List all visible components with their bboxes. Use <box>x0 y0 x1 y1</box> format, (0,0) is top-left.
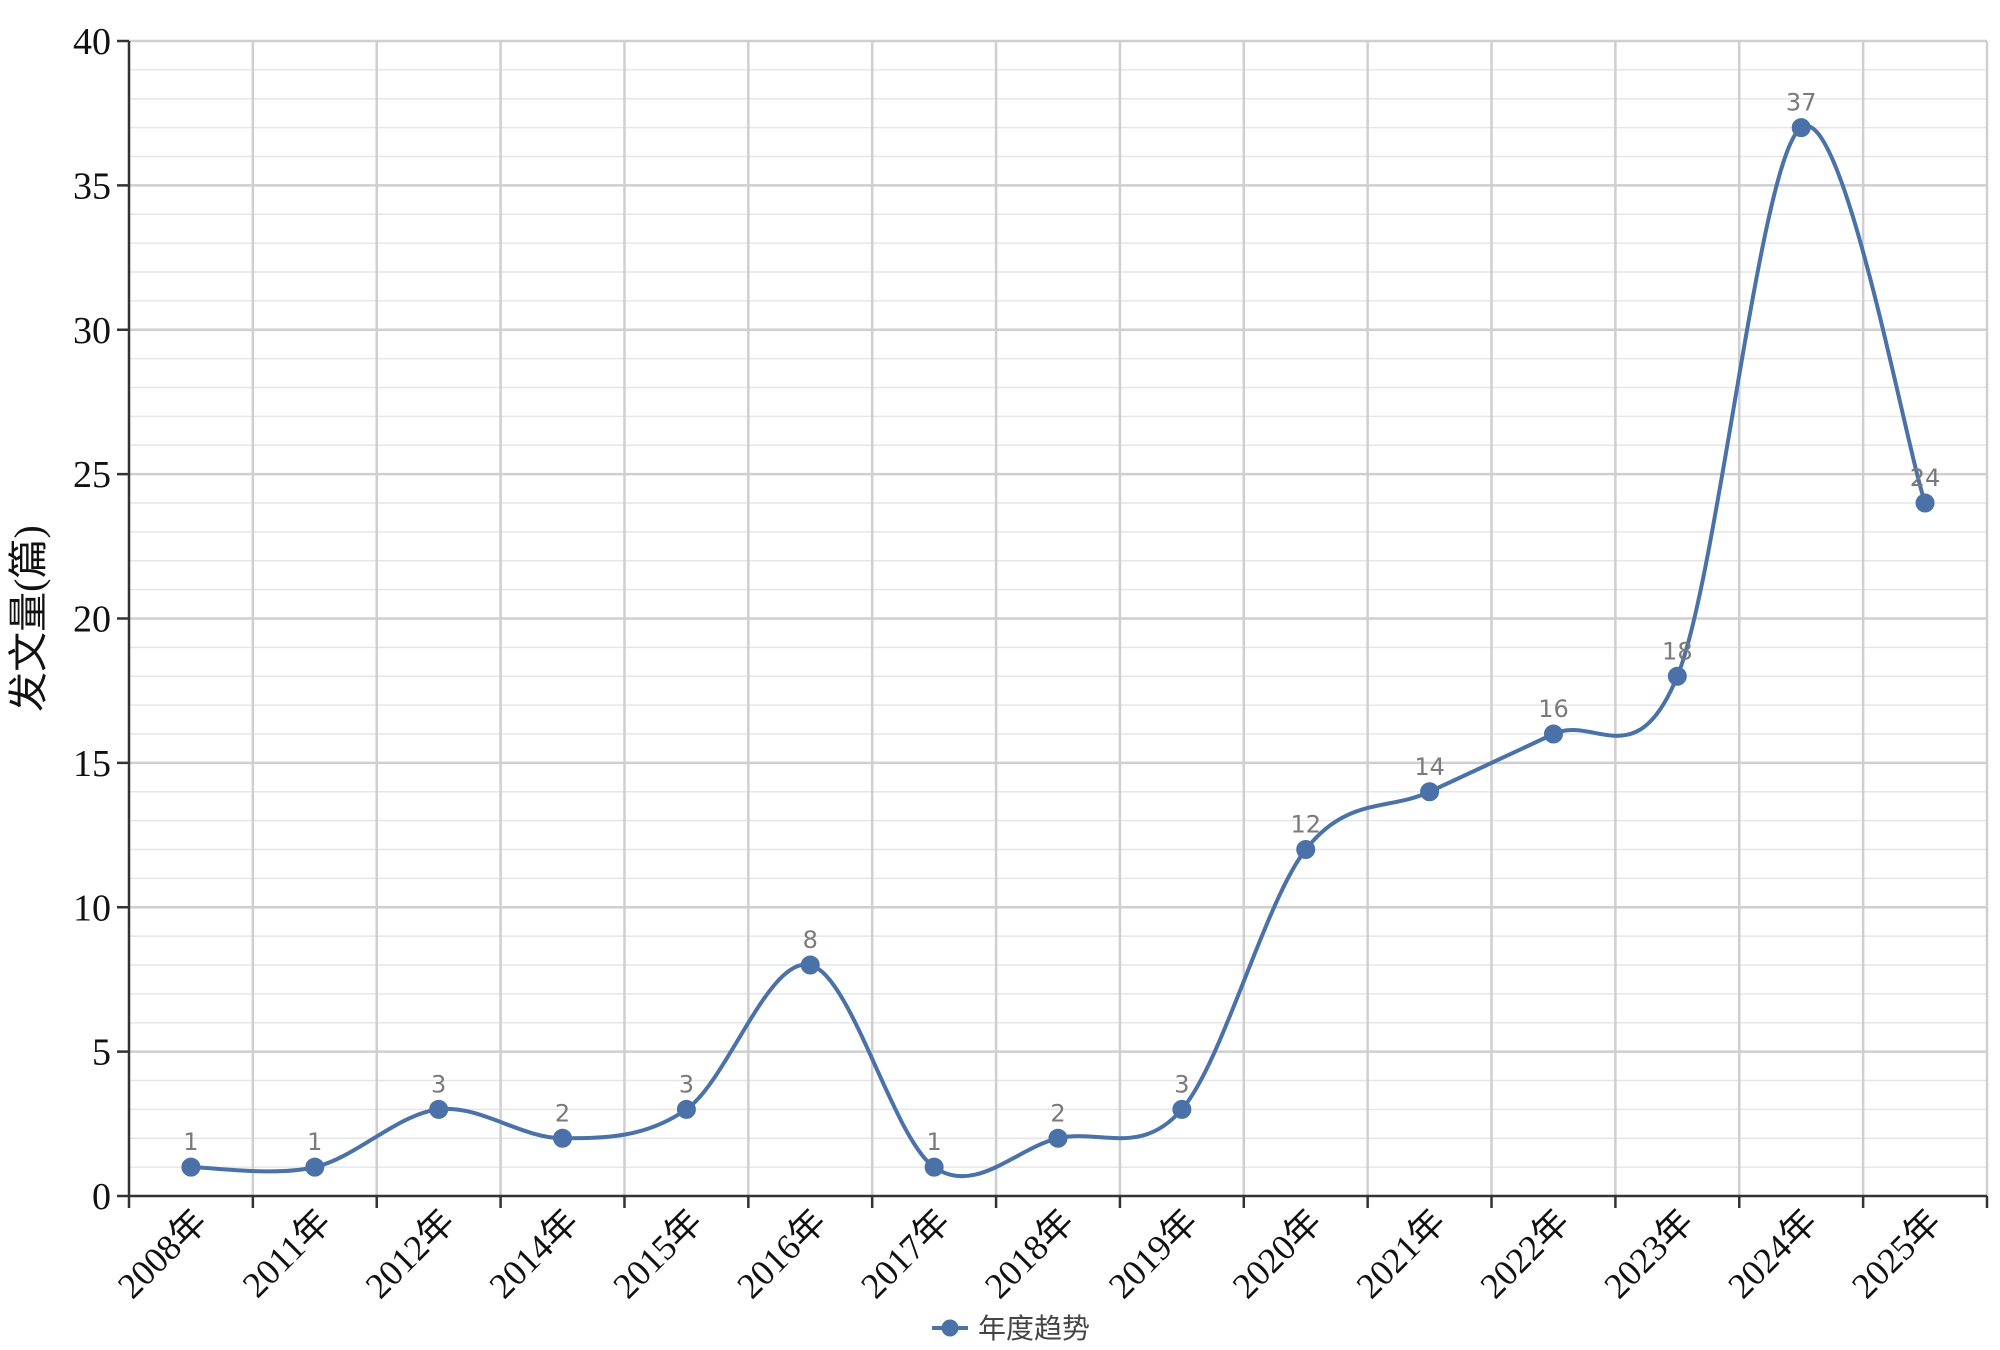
data-point[interactable] <box>676 1099 696 1119</box>
y-tick-label: 15 <box>73 743 111 785</box>
data-point[interactable] <box>1296 840 1316 859</box>
x-tick-label: 2025年 <box>1844 1201 1949 1306</box>
legend-marker-icon <box>941 1319 959 1337</box>
x-tick-label: 2018年 <box>977 1201 1082 1306</box>
legend[interactable]: 年度趋势 <box>932 1312 1090 1345</box>
data-label: 1 <box>183 1128 198 1156</box>
legend-label[interactable]: 年度趋势 <box>978 1312 1090 1345</box>
y-tick-label: 0 <box>92 1176 111 1218</box>
data-label: 1 <box>926 1128 941 1156</box>
data-point[interactable] <box>1420 782 1440 802</box>
y-tick-label: 10 <box>73 887 111 929</box>
x-tick-label: 2024年 <box>1720 1201 1825 1306</box>
data-point[interactable] <box>1791 118 1811 138</box>
data-point[interactable] <box>800 955 820 975</box>
x-tick-label: 2012年 <box>358 1201 463 1306</box>
data-label: 18 <box>1662 637 1693 665</box>
data-point[interactable] <box>305 1157 325 1177</box>
series <box>181 118 1935 1179</box>
data-point[interactable] <box>1915 493 1935 513</box>
x-tick-label: 2015年 <box>605 1201 710 1306</box>
y-tick-label: 5 <box>92 1032 111 1074</box>
x-tick-label: 2023年 <box>1596 1201 1701 1306</box>
x-tick-label: 2021年 <box>1349 1201 1454 1306</box>
data-label: 16 <box>1538 695 1569 723</box>
data-label: 2 <box>1050 1099 1065 1127</box>
data-label: 3 <box>431 1070 446 1098</box>
x-tick-label: 2022年 <box>1472 1201 1577 1306</box>
x-tick-label: 2019年 <box>1101 1201 1206 1306</box>
y-tick-label: 40 <box>73 21 111 63</box>
y-tick-label: 20 <box>73 599 111 641</box>
x-tick-label: 2017年 <box>853 1201 958 1306</box>
data-label: 12 <box>1290 811 1321 839</box>
data-label: 3 <box>679 1070 694 1098</box>
y-axis-title: 发文量(篇) <box>6 525 51 712</box>
x-tick-label: 2020年 <box>1225 1201 1330 1306</box>
y-tick-label: 25 <box>73 454 111 496</box>
data-point[interactable] <box>1172 1099 1192 1119</box>
data-label: 37 <box>1786 89 1817 117</box>
data-label: 2 <box>555 1099 570 1127</box>
x-tick-label: 2011年 <box>235 1201 339 1305</box>
data-point[interactable] <box>1667 666 1687 686</box>
data-point[interactable] <box>924 1157 944 1177</box>
data-label: 3 <box>1174 1070 1189 1098</box>
data-point[interactable] <box>181 1157 201 1177</box>
data-point[interactable] <box>1543 724 1563 744</box>
data-label: 24 <box>1910 464 1941 492</box>
data-point[interactable] <box>553 1128 573 1148</box>
grid <box>129 39 1989 1196</box>
data-label: 8 <box>803 926 818 954</box>
data-point[interactable] <box>1048 1128 1068 1148</box>
y-tick-label: 30 <box>73 310 111 352</box>
y-tick-label: 35 <box>73 165 111 207</box>
x-tick-label: 2014年 <box>482 1201 587 1306</box>
x-tick-label: 2008年 <box>110 1201 215 1306</box>
series-line <box>190 123 1927 1179</box>
data-label: 14 <box>1414 753 1445 781</box>
data-point[interactable] <box>429 1099 449 1119</box>
data-label: 1 <box>307 1128 322 1156</box>
x-tick-label: 2016年 <box>729 1201 834 1306</box>
